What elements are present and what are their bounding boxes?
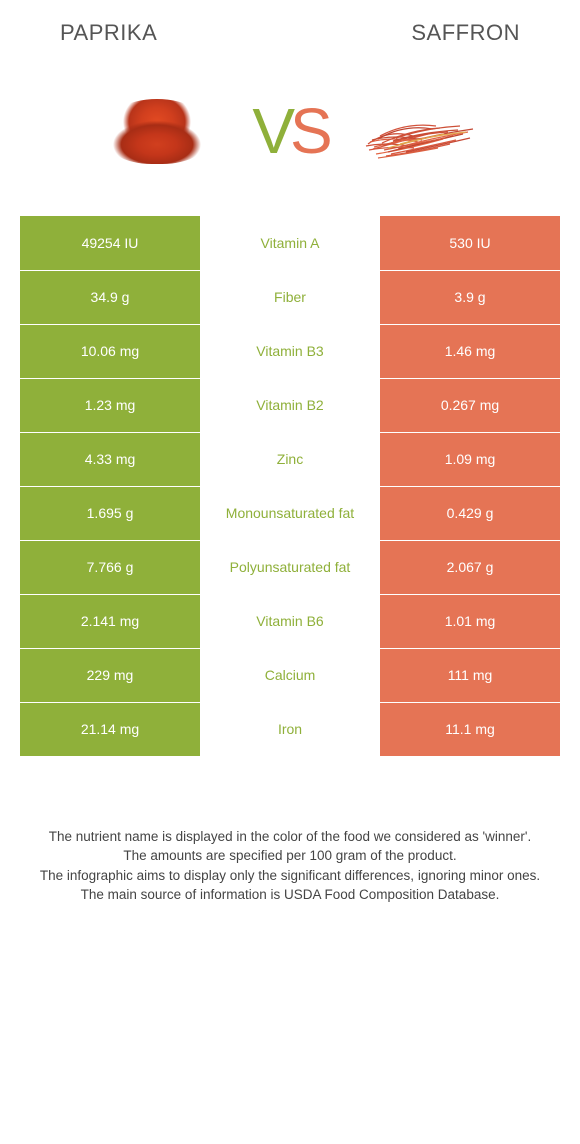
left-value: 21.14 mg	[20, 702, 200, 756]
vs-section: VS	[0, 56, 580, 216]
footer-line-3: The infographic aims to display only the…	[30, 866, 550, 886]
right-value: 0.429 g	[380, 486, 560, 540]
nutrient-label: Vitamin B2	[200, 378, 380, 432]
right-value: 111 mg	[380, 648, 560, 702]
nutrient-label: Monounsaturated fat	[200, 486, 380, 540]
left-value: 34.9 g	[20, 270, 200, 324]
left-value: 49254 IU	[20, 216, 200, 270]
left-value: 4.33 mg	[20, 432, 200, 486]
right-value: 1.01 mg	[380, 594, 560, 648]
nutrient-label: Iron	[200, 702, 380, 756]
nutrient-label: Calcium	[200, 648, 380, 702]
left-value: 10.06 mg	[20, 324, 200, 378]
footer-line-1: The nutrient name is displayed in the co…	[30, 827, 550, 847]
vs-v-letter: V	[252, 95, 290, 167]
nutrient-label: Zinc	[200, 432, 380, 486]
footer-line-2: The amounts are specified per 100 gram o…	[30, 846, 550, 866]
footer-notes: The nutrient name is displayed in the co…	[0, 757, 580, 925]
table-row: 2.141 mgVitamin B61.01 mg	[20, 594, 560, 648]
table-row: 49254 IUVitamin A530 IU	[20, 216, 560, 270]
nutrient-label: Vitamin B3	[200, 324, 380, 378]
right-value: 11.1 mg	[380, 702, 560, 756]
saffron-image	[353, 86, 493, 176]
nutrient-table: 49254 IUVitamin A530 IU34.9 gFiber3.9 g1…	[20, 216, 560, 757]
right-value: 2.067 g	[380, 540, 560, 594]
left-value: 7.766 g	[20, 540, 200, 594]
table-row: 21.14 mgIron11.1 mg	[20, 702, 560, 756]
right-value: 3.9 g	[380, 270, 560, 324]
header-left-label: Paprika	[60, 20, 157, 46]
nutrient-label: Vitamin B6	[200, 594, 380, 648]
right-value: 530 IU	[380, 216, 560, 270]
nutrient-label: Vitamin A	[200, 216, 380, 270]
header: Paprika Saffron	[0, 0, 580, 56]
right-value: 1.09 mg	[380, 432, 560, 486]
table-row: 7.766 gPolyunsaturated fat2.067 g	[20, 540, 560, 594]
vs-s-letter: S	[290, 95, 328, 167]
paprika-image	[87, 86, 227, 176]
table-row: 10.06 mgVitamin B31.46 mg	[20, 324, 560, 378]
table-row: 4.33 mgZinc1.09 mg	[20, 432, 560, 486]
table-row: 1.23 mgVitamin B20.267 mg	[20, 378, 560, 432]
footer-line-4: The main source of information is USDA F…	[30, 885, 550, 905]
left-value: 229 mg	[20, 648, 200, 702]
table-row: 1.695 gMonounsaturated fat0.429 g	[20, 486, 560, 540]
left-value: 2.141 mg	[20, 594, 200, 648]
header-right-label: Saffron	[411, 20, 520, 46]
nutrient-label: Polyunsaturated fat	[200, 540, 380, 594]
left-value: 1.695 g	[20, 486, 200, 540]
vs-text: VS	[252, 94, 327, 168]
right-value: 1.46 mg	[380, 324, 560, 378]
right-value: 0.267 mg	[380, 378, 560, 432]
nutrient-label: Fiber	[200, 270, 380, 324]
left-value: 1.23 mg	[20, 378, 200, 432]
table-row: 229 mgCalcium111 mg	[20, 648, 560, 702]
table-row: 34.9 gFiber3.9 g	[20, 270, 560, 324]
